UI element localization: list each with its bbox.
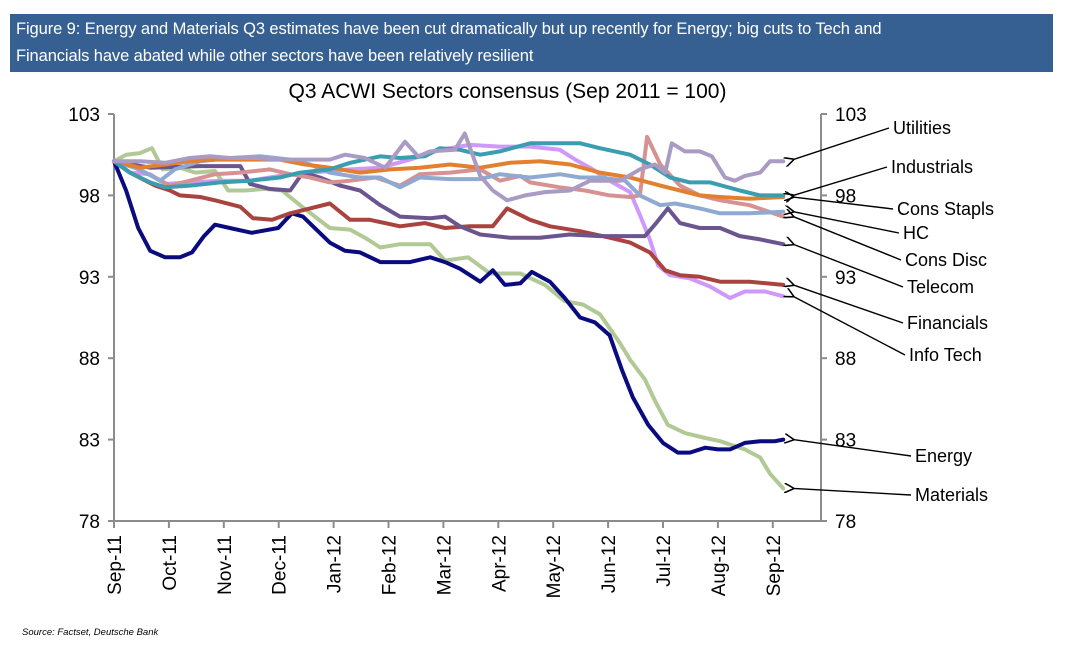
arrow-telecom [793,244,904,288]
arrow-cons-stapls [793,197,894,210]
x-tick-label: Oct-11 [160,535,181,591]
series-label-financials: Financials [907,313,988,333]
x-tick-label: Dec-11 [270,535,291,595]
source-note: Source: Factset, Deutsche Bank [22,627,159,638]
x-tick-label: Feb-12 [380,535,401,595]
y-tick-label-left: 78 [79,512,100,533]
y-tick-label-left: 88 [79,349,100,370]
x-tick-label: Jun-12 [599,535,620,593]
x-tick-label: Sep-12 [764,535,785,596]
arrow-info-tech [793,296,906,356]
series-label-materials: Materials [915,485,988,505]
series-label-cons-disc: Cons Disc [905,250,987,270]
arrow-utilities [793,127,890,160]
x-tick-label: May-12 [544,535,565,598]
arrow-financials [793,285,904,324]
series-label-telecom: Telecom [907,277,974,297]
x-tick-label: Jan-12 [325,535,346,593]
y-tick-label-right: 93 [835,268,856,289]
chart-title: Q3 ACWI Sectors consensus (Sep 2011 = 10… [288,80,727,103]
x-tick-label: Sep-11 [105,535,126,595]
y-tick-label-left: 93 [79,268,100,289]
caption-line-1: Figure 9: Energy and Materials Q3 estima… [16,20,882,38]
y-tick-label-right: 103 [835,105,867,126]
arrow-industrials [793,166,888,195]
series-label-industrials: Industrials [891,157,973,177]
series-label-cons-stapls: Cons Stapls [897,199,994,219]
series-label-hc: HC [903,223,929,243]
arrow-materials [793,488,912,496]
series-label-utilities: Utilities [893,118,951,138]
series-line-cons-disc [112,134,786,219]
series-line-materials [112,146,786,491]
series-line-energy [112,159,786,455]
arrow-cons-disc [793,217,902,261]
y-tick-label-left: 103 [68,105,100,126]
series-line-utilities [112,131,786,203]
series-line-telecom [112,159,786,247]
series-label-info-tech: Info Tech [909,345,982,365]
y-tick-label-left: 98 [79,186,100,207]
arrow-energy [793,440,912,457]
y-tick-label-right: 78 [835,512,856,533]
series-labels: Utilities Industrials Cons Stapls HC Cons Di… [793,118,994,505]
y-tick-label-right: 88 [835,349,856,370]
x-tick-label: Apr-12 [489,535,510,592]
caption-line-2: Financials have abated while other secto… [16,47,534,65]
arrow-hc [793,212,900,234]
x-tick-label: Nov-11 [215,535,236,595]
y-tick-label-left: 83 [79,431,100,452]
x-tick-label: Jul-12 [654,535,675,587]
x-tick-label: Aug-12 [709,535,730,596]
series-lines [112,131,786,491]
series-line-cons-stapls [112,157,786,201]
series-label-energy: Energy [915,446,972,466]
series-line-financials [112,159,786,287]
figure-caption-banner: Figure 9: Energy and Materials Q3 estima… [10,14,1053,72]
x-tick-label: Mar-12 [434,535,455,595]
